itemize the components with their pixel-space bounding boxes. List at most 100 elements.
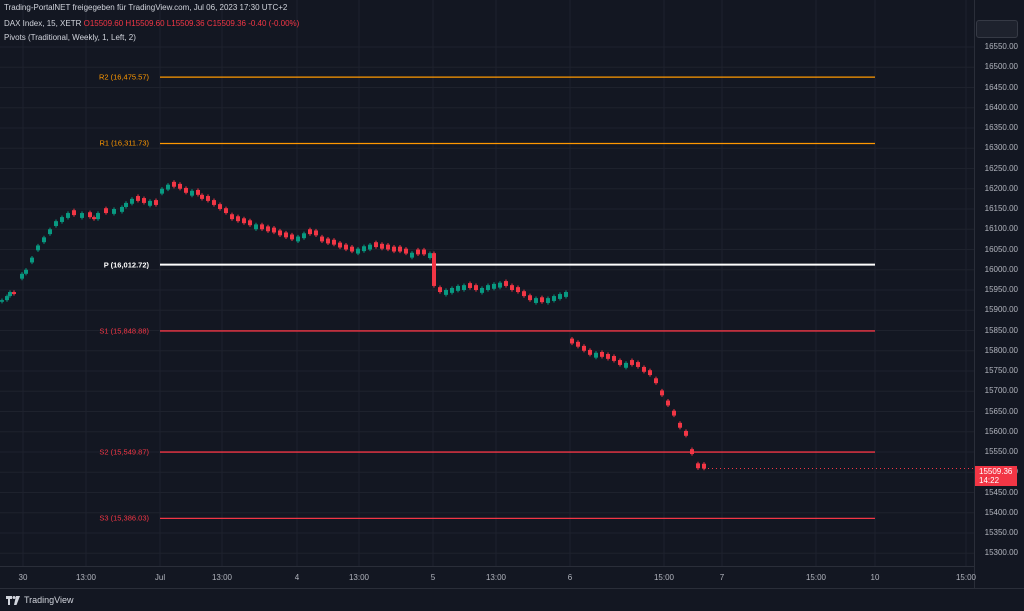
candle-body	[362, 246, 366, 252]
candle-body	[30, 257, 34, 263]
price-tick-label: 15400.00	[984, 507, 1018, 517]
candle-body	[606, 353, 610, 359]
candle-body	[404, 248, 408, 254]
price-axis-divider	[974, 0, 975, 588]
candle-body	[96, 213, 100, 220]
candle-body	[522, 291, 526, 297]
price-tick-label: 15900.00	[984, 305, 1018, 315]
time-tick-label: 15:00	[805, 573, 827, 582]
price-tick-label: 15800.00	[984, 345, 1018, 355]
candle-body	[474, 285, 478, 290]
candle-body	[702, 463, 706, 469]
candle-body	[24, 269, 28, 274]
candle-body	[302, 233, 306, 239]
price-tick-label: 15550.00	[984, 447, 1018, 456]
candle-body	[600, 351, 604, 357]
pivot-label: R1 (16,311.73)	[99, 138, 149, 148]
time-tick-label: 5	[430, 573, 436, 582]
candle-body	[588, 349, 592, 355]
pivot-label: R2 (16,475.57)	[98, 72, 149, 82]
candle-body	[570, 338, 574, 344]
price-tick-label: 16050.00	[984, 244, 1018, 254]
time-tick-label: 13:00	[485, 573, 507, 582]
candle-body	[672, 410, 676, 416]
candle-body	[148, 200, 152, 206]
symbol-name[interactable]: DAX Index, 15, XETR	[4, 19, 82, 28]
footer-bar: TradingView	[0, 588, 1024, 611]
candle-body	[60, 217, 64, 222]
scale-settings-button[interactable]	[976, 20, 1018, 38]
candle-body	[120, 206, 124, 212]
candle-body	[308, 229, 312, 235]
candle-body	[212, 200, 216, 205]
pivot-label: S3 (15,386.03)	[99, 513, 149, 523]
pivot-label: P (16,012.72)	[103, 260, 149, 270]
candle-body	[290, 234, 294, 240]
candle-body	[92, 217, 96, 220]
symbol-legend[interactable]: DAX Index, 15, XETR O15509.60 H15509.60 …	[4, 19, 299, 28]
candle-body	[410, 252, 414, 258]
candle-body	[428, 253, 432, 259]
candle-body	[540, 297, 544, 303]
candle-body	[498, 282, 502, 288]
candle-body	[564, 292, 568, 297]
tradingview-logo[interactable]: TradingView	[6, 595, 74, 605]
candle-body	[248, 220, 252, 226]
candle-body	[690, 449, 694, 455]
candle-body	[456, 285, 460, 291]
candle-body	[516, 287, 520, 293]
candle-body	[136, 196, 140, 201]
candle-body	[552, 296, 556, 301]
candle-body	[218, 204, 222, 209]
time-tick-label: 7	[719, 573, 725, 582]
candle-body	[576, 341, 580, 347]
price-tick-label: 16000.00	[984, 264, 1018, 274]
indicator-legend[interactable]: Pivots (Traditional, Weekly, 1, Left, 2)	[4, 33, 136, 42]
candle-body	[486, 285, 490, 290]
price-tick-label: 16150.00	[984, 204, 1018, 213]
candle-body	[296, 236, 300, 242]
candle-body	[130, 198, 134, 204]
price-tick-label: 16350.00	[984, 123, 1018, 132]
candle-body	[236, 216, 240, 222]
candle-body	[462, 285, 466, 290]
candle-body	[5, 296, 9, 301]
pivot-label: S2 (15,549.87)	[99, 447, 149, 457]
candle-body	[416, 249, 420, 255]
candle-body	[660, 390, 664, 396]
time-tick-label: 30	[18, 573, 28, 582]
candle-body	[374, 242, 378, 248]
candle-body	[332, 239, 336, 245]
price-tick-label: 15350.00	[984, 528, 1018, 537]
candle-body	[104, 208, 108, 214]
candle-body	[284, 232, 288, 238]
price-tick-label: 15700.00	[984, 386, 1018, 396]
candle-body	[242, 218, 246, 224]
candle-body	[468, 283, 472, 288]
price-tick-label: 15850.00	[984, 325, 1018, 335]
candle-body	[112, 209, 116, 214]
bar-countdown: 14:22	[979, 476, 1000, 485]
candle-body	[432, 253, 436, 286]
candle-body	[504, 281, 508, 286]
candle-body	[196, 189, 200, 195]
candle-body	[392, 246, 396, 252]
price-tick-label: 15600.00	[984, 426, 1018, 436]
price-tick-label: 16100.00	[984, 224, 1018, 234]
candle-body	[558, 294, 562, 299]
candle-body	[206, 196, 210, 201]
candle-body	[386, 244, 390, 250]
price-tick-label: 15300.00	[984, 548, 1018, 558]
candle-body	[492, 283, 496, 289]
candle-body	[398, 246, 402, 252]
price-tick-label: 15750.00	[984, 366, 1018, 375]
share-caption: Trading-PortalNET freigegeben für Tradin…	[4, 3, 288, 12]
candle-body	[230, 214, 234, 220]
candle-body	[88, 212, 92, 218]
candle-body	[344, 244, 348, 250]
candle-body	[380, 243, 384, 249]
price-tick-label: 16200.00	[984, 183, 1018, 193]
candle-body	[326, 238, 330, 244]
